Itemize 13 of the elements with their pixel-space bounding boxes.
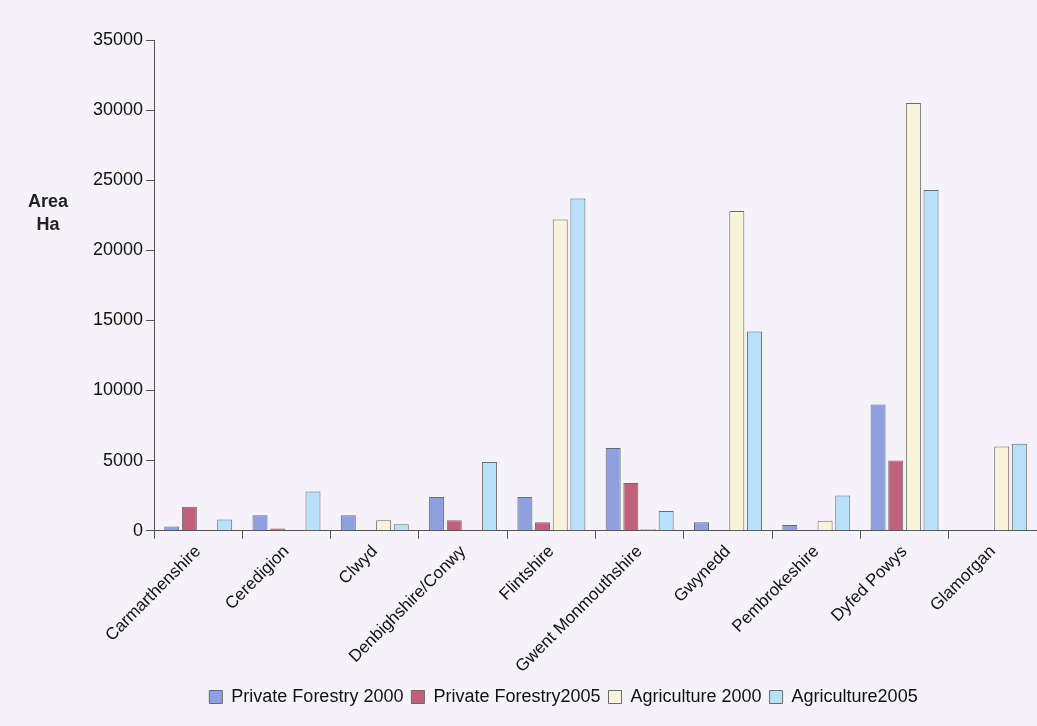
legend-label: Private Forestry2005: [433, 685, 601, 706]
y-tick-label: 10000: [92, 379, 144, 400]
y-tick-label: 5000: [103, 449, 144, 470]
legend-label: Agriculture2005: [791, 685, 918, 706]
legend-label: Private Forestry 2000: [231, 685, 404, 706]
y-tick-label: 0: [133, 519, 144, 540]
y-tick-label: 35000: [92, 28, 144, 49]
y-tick-label: 15000: [92, 309, 144, 330]
y-tick-label: 20000: [92, 239, 144, 260]
y-tick-label: 25000: [92, 169, 144, 190]
y-tick-label: 30000: [92, 99, 144, 120]
y-axis-title: Area Ha: [27, 190, 69, 237]
legend-label: Agriculture 2000: [630, 685, 762, 706]
